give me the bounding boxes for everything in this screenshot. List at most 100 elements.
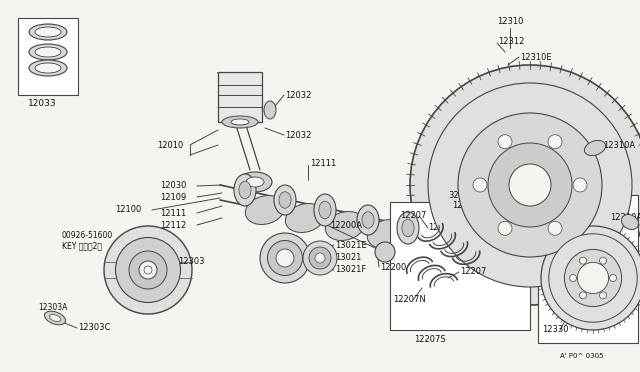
Text: 13021: 13021 [335, 253, 362, 262]
Ellipse shape [621, 214, 639, 230]
Ellipse shape [264, 101, 276, 119]
Bar [538, 195, 638, 343]
Ellipse shape [579, 257, 586, 264]
Ellipse shape [375, 242, 395, 262]
Ellipse shape [303, 241, 337, 275]
Text: 12111: 12111 [310, 158, 336, 167]
Ellipse shape [268, 241, 303, 276]
Ellipse shape [245, 196, 285, 224]
Ellipse shape [35, 47, 61, 57]
Text: 12111: 12111 [160, 208, 186, 218]
Ellipse shape [285, 203, 324, 232]
Ellipse shape [473, 178, 487, 192]
Ellipse shape [609, 275, 616, 282]
Ellipse shape [274, 185, 296, 215]
Ellipse shape [397, 212, 419, 244]
Text: 13021E: 13021E [335, 241, 367, 250]
Ellipse shape [238, 172, 272, 192]
Text: 12312: 12312 [498, 38, 524, 46]
Text: 12010: 12010 [157, 141, 183, 150]
Ellipse shape [279, 192, 291, 208]
Text: 12112: 12112 [160, 221, 186, 230]
Text: 12109: 12109 [160, 192, 186, 202]
Ellipse shape [548, 234, 637, 322]
Ellipse shape [276, 249, 294, 267]
Ellipse shape [115, 237, 180, 302]
Ellipse shape [29, 44, 67, 60]
Ellipse shape [498, 135, 512, 149]
Ellipse shape [564, 249, 621, 307]
Text: 12207: 12207 [400, 211, 426, 219]
Text: 12200: 12200 [380, 263, 406, 273]
Ellipse shape [314, 194, 336, 226]
Text: 12310A: 12310A [610, 214, 640, 222]
Text: 12100: 12100 [115, 205, 141, 215]
Text: 12303A: 12303A [38, 304, 67, 312]
Text: 12207N: 12207N [393, 295, 426, 305]
Ellipse shape [29, 24, 67, 40]
Text: 12333: 12333 [560, 235, 587, 244]
Text: 12200G: 12200G [428, 224, 461, 232]
Ellipse shape [584, 140, 605, 155]
Ellipse shape [600, 292, 607, 299]
Text: 12303: 12303 [178, 257, 205, 266]
Ellipse shape [129, 251, 167, 289]
Text: 13021F: 13021F [335, 266, 366, 275]
Ellipse shape [548, 221, 562, 235]
Text: 12207S: 12207S [414, 336, 446, 344]
Ellipse shape [541, 226, 640, 330]
Text: 12207: 12207 [460, 267, 486, 276]
Ellipse shape [231, 119, 249, 125]
Ellipse shape [402, 219, 414, 237]
Ellipse shape [309, 247, 331, 269]
Ellipse shape [325, 212, 365, 240]
Ellipse shape [577, 262, 609, 294]
Ellipse shape [315, 253, 325, 263]
Text: AT: AT [545, 203, 557, 213]
Ellipse shape [573, 178, 587, 192]
Text: 12310A: 12310A [603, 141, 635, 150]
Text: 12200A: 12200A [330, 221, 362, 230]
Text: 12033: 12033 [28, 99, 56, 108]
Ellipse shape [570, 275, 577, 282]
Text: 12032: 12032 [285, 90, 312, 99]
Text: 12331: 12331 [543, 224, 570, 232]
Bar [390, 202, 530, 330]
Ellipse shape [44, 311, 65, 325]
Ellipse shape [367, 219, 406, 248]
Ellipse shape [104, 226, 192, 314]
Text: A' P0^ 0305: A' P0^ 0305 [560, 353, 604, 359]
Bar [218, 72, 262, 122]
Ellipse shape [498, 221, 512, 235]
Ellipse shape [362, 212, 374, 228]
Text: 12310E: 12310E [520, 52, 552, 61]
Ellipse shape [234, 174, 256, 206]
Text: 00926-51600: 00926-51600 [62, 231, 113, 240]
Text: 12032: 12032 [285, 131, 312, 140]
Ellipse shape [139, 261, 157, 279]
Bar [18, 18, 78, 95]
Ellipse shape [319, 201, 331, 219]
Ellipse shape [428, 83, 632, 287]
Ellipse shape [410, 65, 640, 305]
Ellipse shape [29, 60, 67, 76]
Ellipse shape [357, 205, 379, 235]
Ellipse shape [246, 177, 264, 187]
Ellipse shape [144, 266, 152, 274]
Ellipse shape [548, 135, 562, 149]
Ellipse shape [222, 116, 258, 128]
Text: 12030: 12030 [160, 182, 186, 190]
Ellipse shape [458, 113, 602, 257]
Text: 12330: 12330 [542, 326, 568, 334]
Text: 32202: 32202 [448, 190, 474, 199]
Ellipse shape [509, 164, 551, 206]
Ellipse shape [579, 292, 586, 299]
Ellipse shape [600, 257, 607, 264]
Ellipse shape [35, 63, 61, 73]
Ellipse shape [260, 233, 310, 283]
Ellipse shape [35, 27, 61, 37]
Ellipse shape [49, 314, 61, 321]
Text: 12207M: 12207M [452, 202, 486, 211]
Text: KEY キー（2）: KEY キー（2） [62, 241, 102, 250]
Ellipse shape [239, 181, 251, 199]
